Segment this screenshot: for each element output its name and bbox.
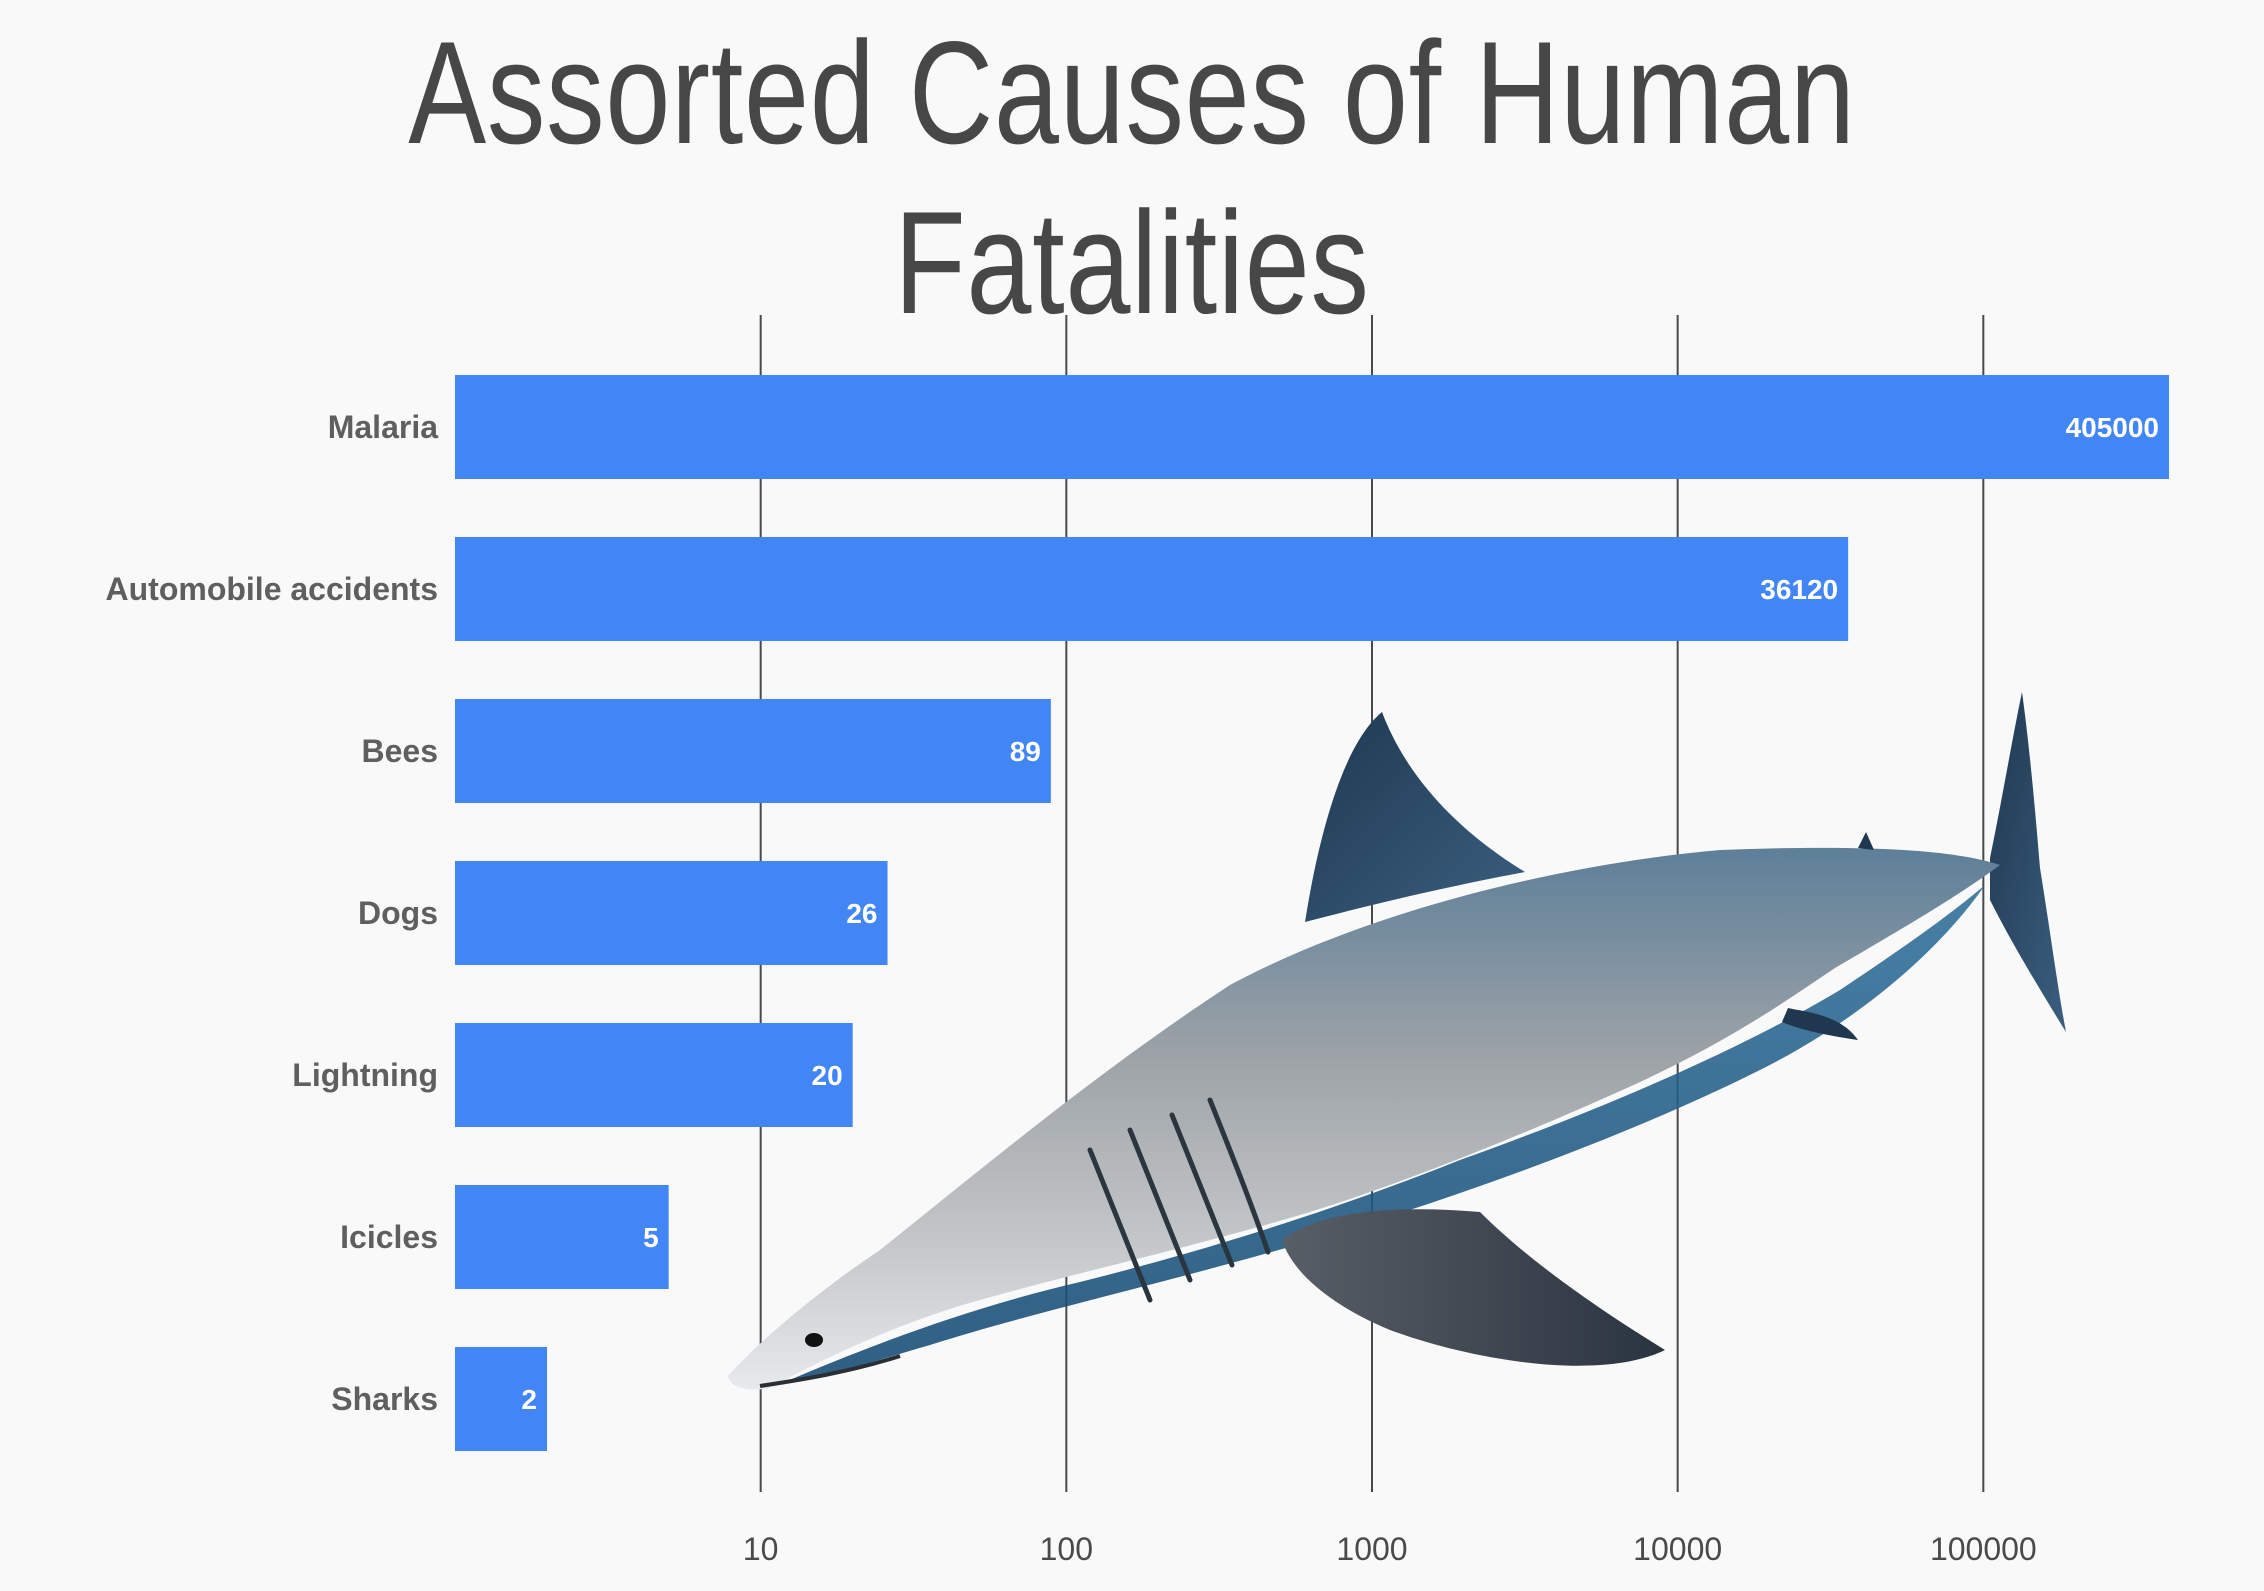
x-tick-label: 10: [743, 1531, 779, 1567]
bar: [455, 1023, 853, 1127]
data-label: 36120: [1760, 574, 1838, 605]
bar: [455, 699, 1051, 803]
bar: [455, 861, 888, 965]
shark-illustration: [728, 692, 2066, 1390]
shark-gill-slits: [1087, 1097, 1271, 1303]
shark-small-dorsal-fin: [1858, 832, 1874, 850]
bars-layer: [455, 375, 2170, 1451]
x-axis-ticks: 10 100 1000 10000 100000: [743, 1531, 2037, 1567]
data-label: 5: [643, 1222, 659, 1253]
category-label: Malaria: [328, 409, 438, 445]
bar: [455, 537, 1849, 641]
shark-mouth: [759, 1354, 901, 1388]
shark-eye: [805, 1333, 823, 1347]
shark-anal-fin: [1782, 1008, 1858, 1040]
category-label: Icicles: [340, 1219, 438, 1255]
shark-pectoral-fin: [1282, 1209, 1665, 1366]
x-tick-label: 100000: [1930, 1531, 2037, 1567]
category-label: Dogs: [358, 895, 438, 931]
shark-tail-fin: [1990, 692, 2066, 1032]
x-tick-label: 10000: [1633, 1531, 1722, 1567]
category-label: Bees: [362, 733, 439, 769]
category-label: Automobile accidents: [106, 571, 439, 607]
labels-layer: Malaria 405000 Automobile accidents 36120 Be…: [106, 409, 2160, 1417]
data-label: 89: [1010, 736, 1041, 767]
x-tick-label: 1000: [1336, 1531, 1407, 1567]
bar: [455, 375, 2170, 479]
chart-title: Assorted Causes of Human Fatalities: [408, 11, 1856, 344]
data-label: 20: [812, 1060, 843, 1091]
x-tick-label: 100: [1040, 1531, 1093, 1567]
data-label: 405000: [2066, 412, 2159, 443]
bar: [455, 1185, 669, 1289]
category-label: Lightning: [292, 1057, 438, 1093]
bar: [455, 1347, 548, 1451]
shark-body: [728, 847, 2000, 1390]
shark-dorsal-fin: [1305, 712, 1525, 922]
data-label: 26: [846, 898, 877, 929]
category-label: Sharks: [331, 1381, 438, 1417]
data-label: 2: [521, 1384, 537, 1415]
